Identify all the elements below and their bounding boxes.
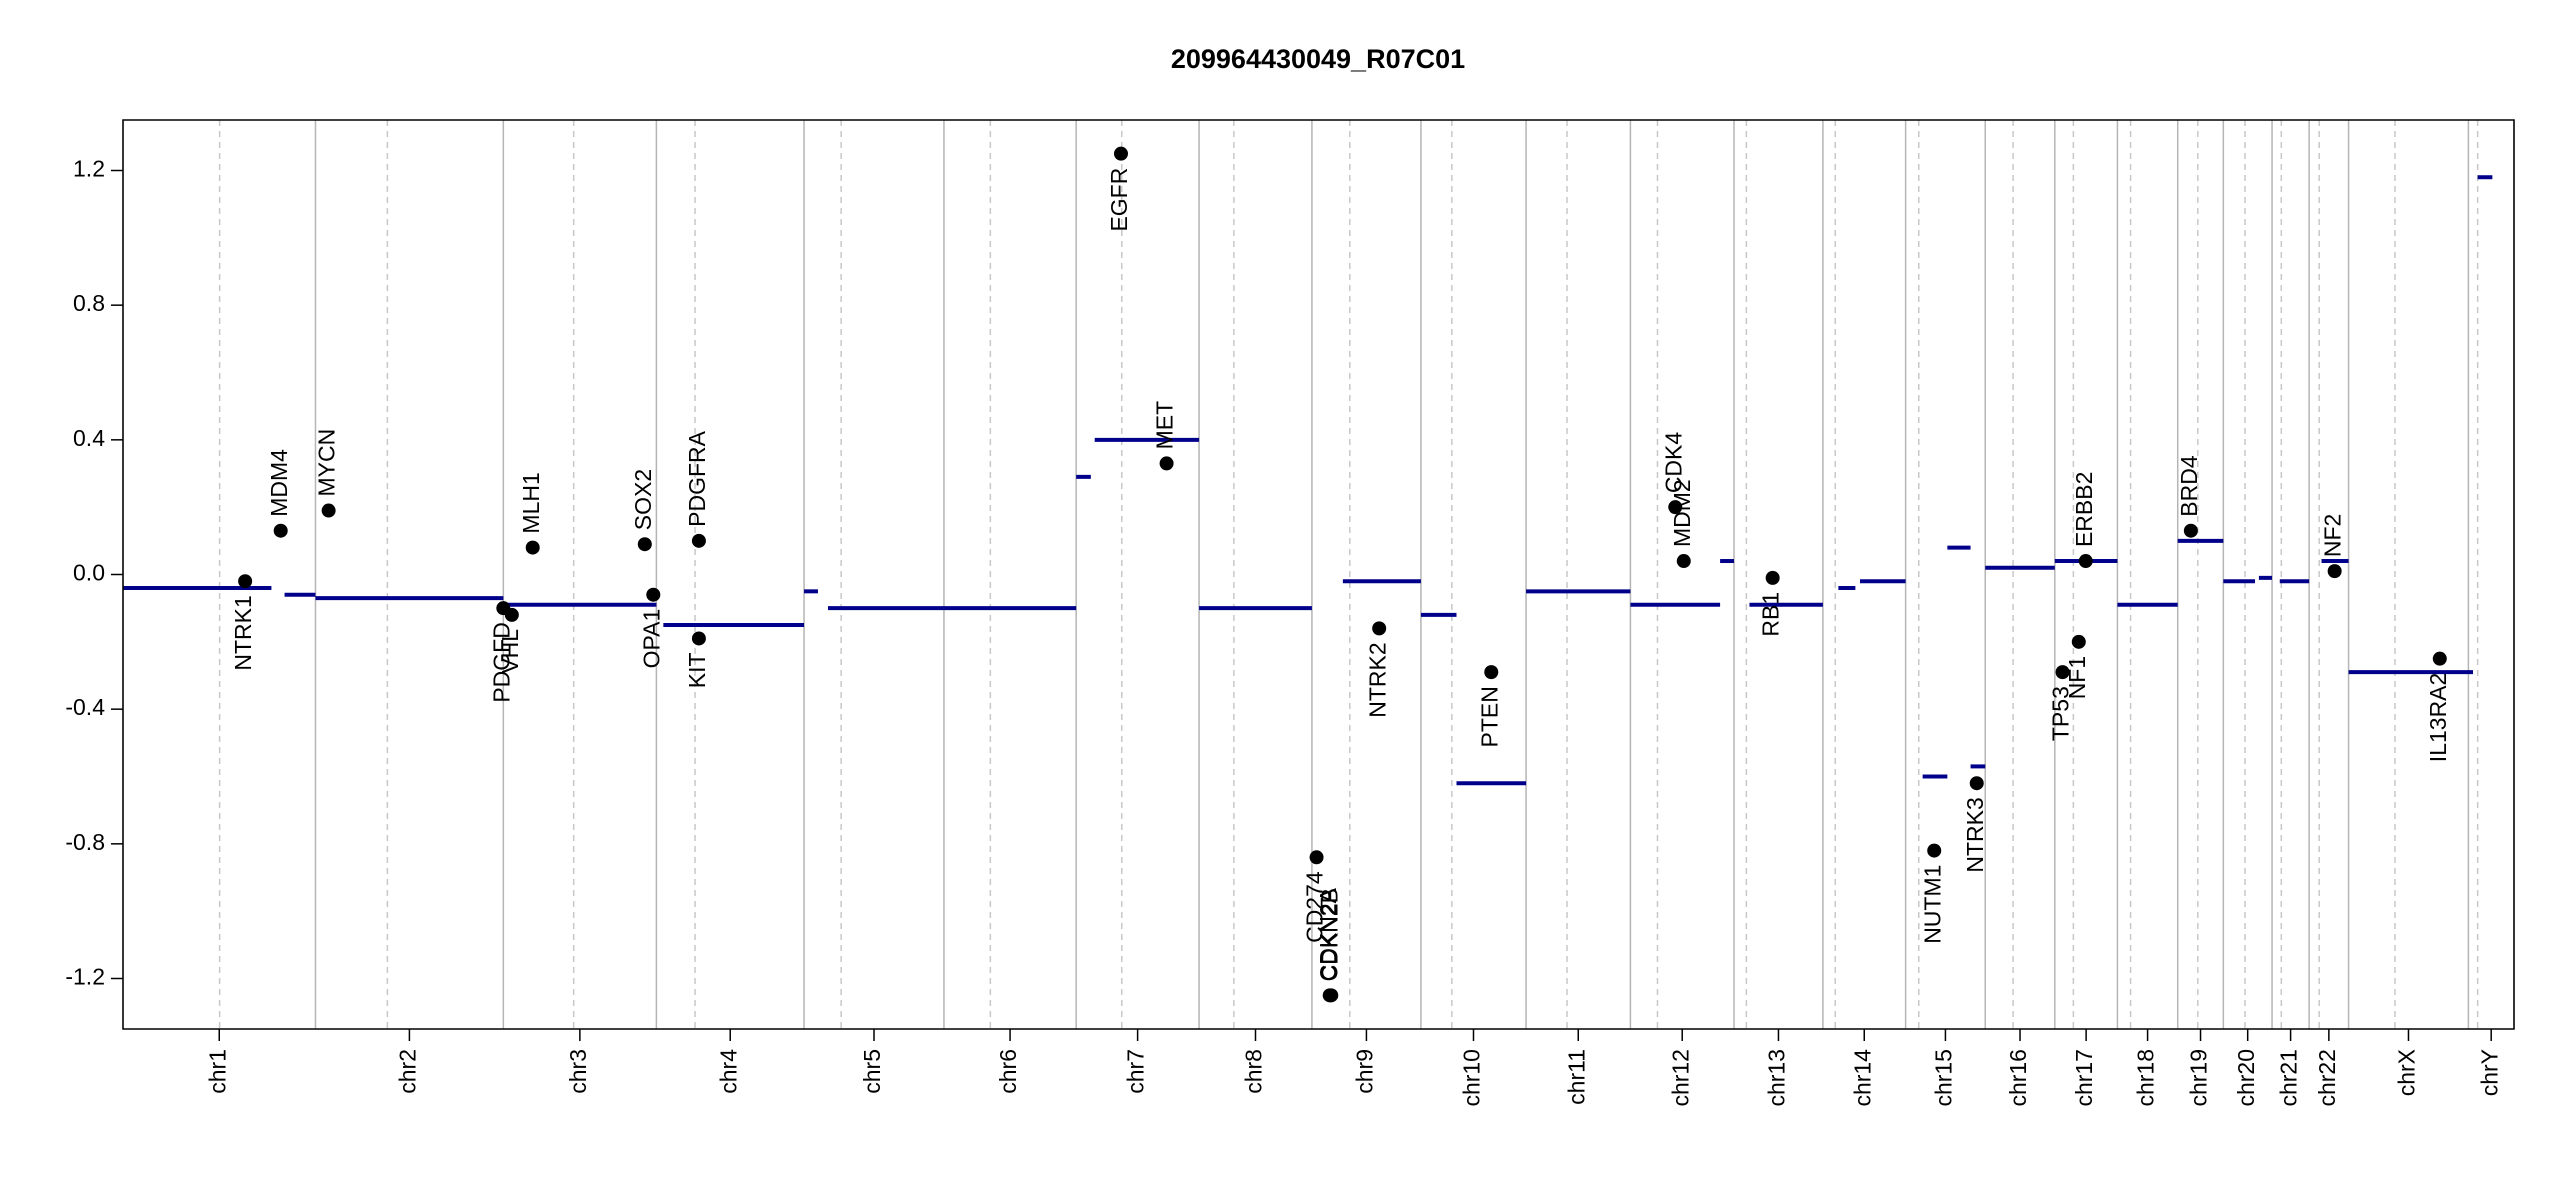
gene-label: KIT (684, 652, 710, 688)
gene-point (1372, 621, 1387, 636)
chromosome-label: chrY (2476, 1049, 2502, 1096)
chromosome-label: chr10 (1459, 1049, 1485, 1107)
gene-label: PDGFD (488, 622, 514, 703)
gene-point (2183, 523, 2198, 538)
gene-label: CDKN2A (1315, 887, 1341, 981)
gene-point (691, 533, 706, 548)
chromosome-label: chr18 (2133, 1049, 2159, 1107)
gene-point (525, 540, 540, 555)
chromosome-label: chr20 (2233, 1049, 2259, 1107)
gene-point (2327, 564, 2342, 579)
chromosome-label: chr4 (715, 1049, 741, 1094)
gene-point (2078, 554, 2093, 569)
gene-point (1324, 988, 1339, 1003)
gene-point (273, 523, 288, 538)
gene-point (1765, 570, 1780, 585)
gene-label: NTRK2 (1364, 642, 1390, 717)
gene-label: MDM4 (266, 449, 292, 517)
chromosome-label: chr8 (1241, 1049, 1267, 1094)
gene-label: EGFR (1106, 168, 1132, 232)
gene-point (1309, 850, 1324, 865)
gene-label: ERBB2 (2071, 472, 2097, 547)
gene-label: MYCN (314, 429, 340, 497)
gene-point (1159, 456, 1174, 471)
chromosome-label: chr7 (1123, 1049, 1149, 1094)
gene-point (1927, 843, 1942, 858)
chromosome-label: chr14 (1849, 1049, 1875, 1107)
gene-point (1969, 776, 1984, 791)
y-tick-label: -0.8 (65, 829, 105, 855)
chromosome-label: chr9 (1352, 1049, 1378, 1094)
gene-label: SOX2 (630, 469, 656, 530)
gene-point (321, 503, 336, 518)
gene-label: BRD4 (2176, 455, 2202, 517)
y-tick-label: 0.4 (73, 425, 105, 451)
gene-label: PTEN (1476, 686, 1502, 747)
gene-label: NTRK3 (1962, 797, 1988, 872)
y-tick-label: 0.8 (73, 290, 105, 316)
chart-title: 209964430049_R07C01 (1171, 44, 1465, 74)
gene-label: NF1 (2064, 656, 2090, 699)
gene-label: CDK4 (1660, 432, 1686, 494)
gene-point (646, 587, 661, 602)
gene-label: NTRK1 (230, 595, 256, 670)
y-tick-label: -0.4 (65, 694, 105, 720)
chromosome-label: chr13 (1764, 1049, 1790, 1107)
y-tick-label: -1.2 (65, 964, 105, 990)
chromosome-label: chr5 (859, 1049, 885, 1094)
gene-point (2071, 634, 2086, 649)
gene-label: OPA1 (638, 609, 664, 669)
chromosome-label: chr12 (1667, 1049, 1693, 1107)
gene-point (691, 631, 706, 646)
gene-point (504, 607, 519, 622)
chromosome-label: chr22 (2314, 1049, 2340, 1107)
gene-point (238, 574, 253, 589)
plot-frame (122, 119, 2515, 1030)
chromosome-label: chr19 (2186, 1049, 2212, 1107)
gene-point (1676, 554, 1691, 569)
gene-label: VHL (497, 629, 523, 674)
gene-label: PDGFRA (684, 430, 710, 527)
gene-point (2055, 665, 2070, 680)
y-tick-label: 0.0 (73, 560, 105, 586)
gene-point (1668, 500, 1683, 515)
gene-label: MDM2 (1669, 479, 1695, 547)
chromosome-label: chr6 (995, 1049, 1021, 1094)
gene-label: CDKN2B (1316, 888, 1342, 981)
chromosome-label: chr3 (565, 1049, 591, 1094)
gene-point (1484, 665, 1499, 680)
gene-point (2432, 651, 2447, 666)
chromosome-label: chr21 (2276, 1049, 2302, 1107)
gene-label: MET (1152, 401, 1178, 450)
y-tick-label: 1.2 (73, 156, 105, 182)
gene-label: TP53 (2048, 686, 2074, 741)
chromosome-label: chr16 (2005, 1049, 2031, 1107)
gene-label: NF2 (2320, 514, 2346, 557)
gene-label: MLH1 (518, 472, 544, 533)
gene-label: IL13RA2 (2425, 673, 2451, 763)
gene-label: CD274 (1302, 871, 1328, 943)
chromosome-label: chr11 (1563, 1049, 1589, 1105)
gene-label: RB1 (1758, 592, 1784, 637)
chromosome-label: chrX (2394, 1049, 2420, 1096)
chromosome-label: chr15 (1931, 1049, 1957, 1107)
gene-point (637, 537, 652, 552)
chromosome-label: chr1 (204, 1049, 230, 1094)
gene-label: NUTM1 (1919, 865, 1945, 944)
chromosome-label: chr2 (394, 1049, 420, 1094)
gene-point (1113, 146, 1128, 161)
chromosome-label: chr17 (2071, 1049, 2097, 1107)
